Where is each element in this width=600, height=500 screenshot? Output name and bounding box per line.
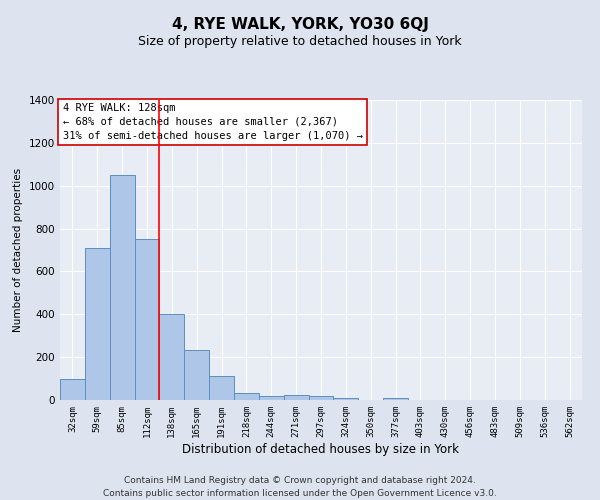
Bar xyxy=(160,314,184,400)
Bar xyxy=(259,396,284,400)
Y-axis label: Number of detached properties: Number of detached properties xyxy=(13,168,23,332)
Text: Contains HM Land Registry data © Crown copyright and database right 2024.
Contai: Contains HM Land Registry data © Crown c… xyxy=(103,476,497,498)
Bar xyxy=(209,376,234,400)
X-axis label: Distribution of detached houses by size in York: Distribution of detached houses by size … xyxy=(182,442,460,456)
Bar xyxy=(334,398,358,400)
Bar xyxy=(184,350,209,400)
Bar xyxy=(110,175,134,400)
Bar xyxy=(383,398,408,400)
Bar xyxy=(284,394,308,400)
Bar xyxy=(85,248,110,400)
Text: 4 RYE WALK: 128sqm
← 68% of detached houses are smaller (2,367)
31% of semi-deta: 4 RYE WALK: 128sqm ← 68% of detached hou… xyxy=(62,103,362,141)
Bar xyxy=(234,392,259,400)
Text: 4, RYE WALK, YORK, YO30 6QJ: 4, RYE WALK, YORK, YO30 6QJ xyxy=(172,18,428,32)
Bar xyxy=(308,396,334,400)
Bar xyxy=(134,240,160,400)
Bar xyxy=(60,378,85,400)
Text: Size of property relative to detached houses in York: Size of property relative to detached ho… xyxy=(138,35,462,48)
